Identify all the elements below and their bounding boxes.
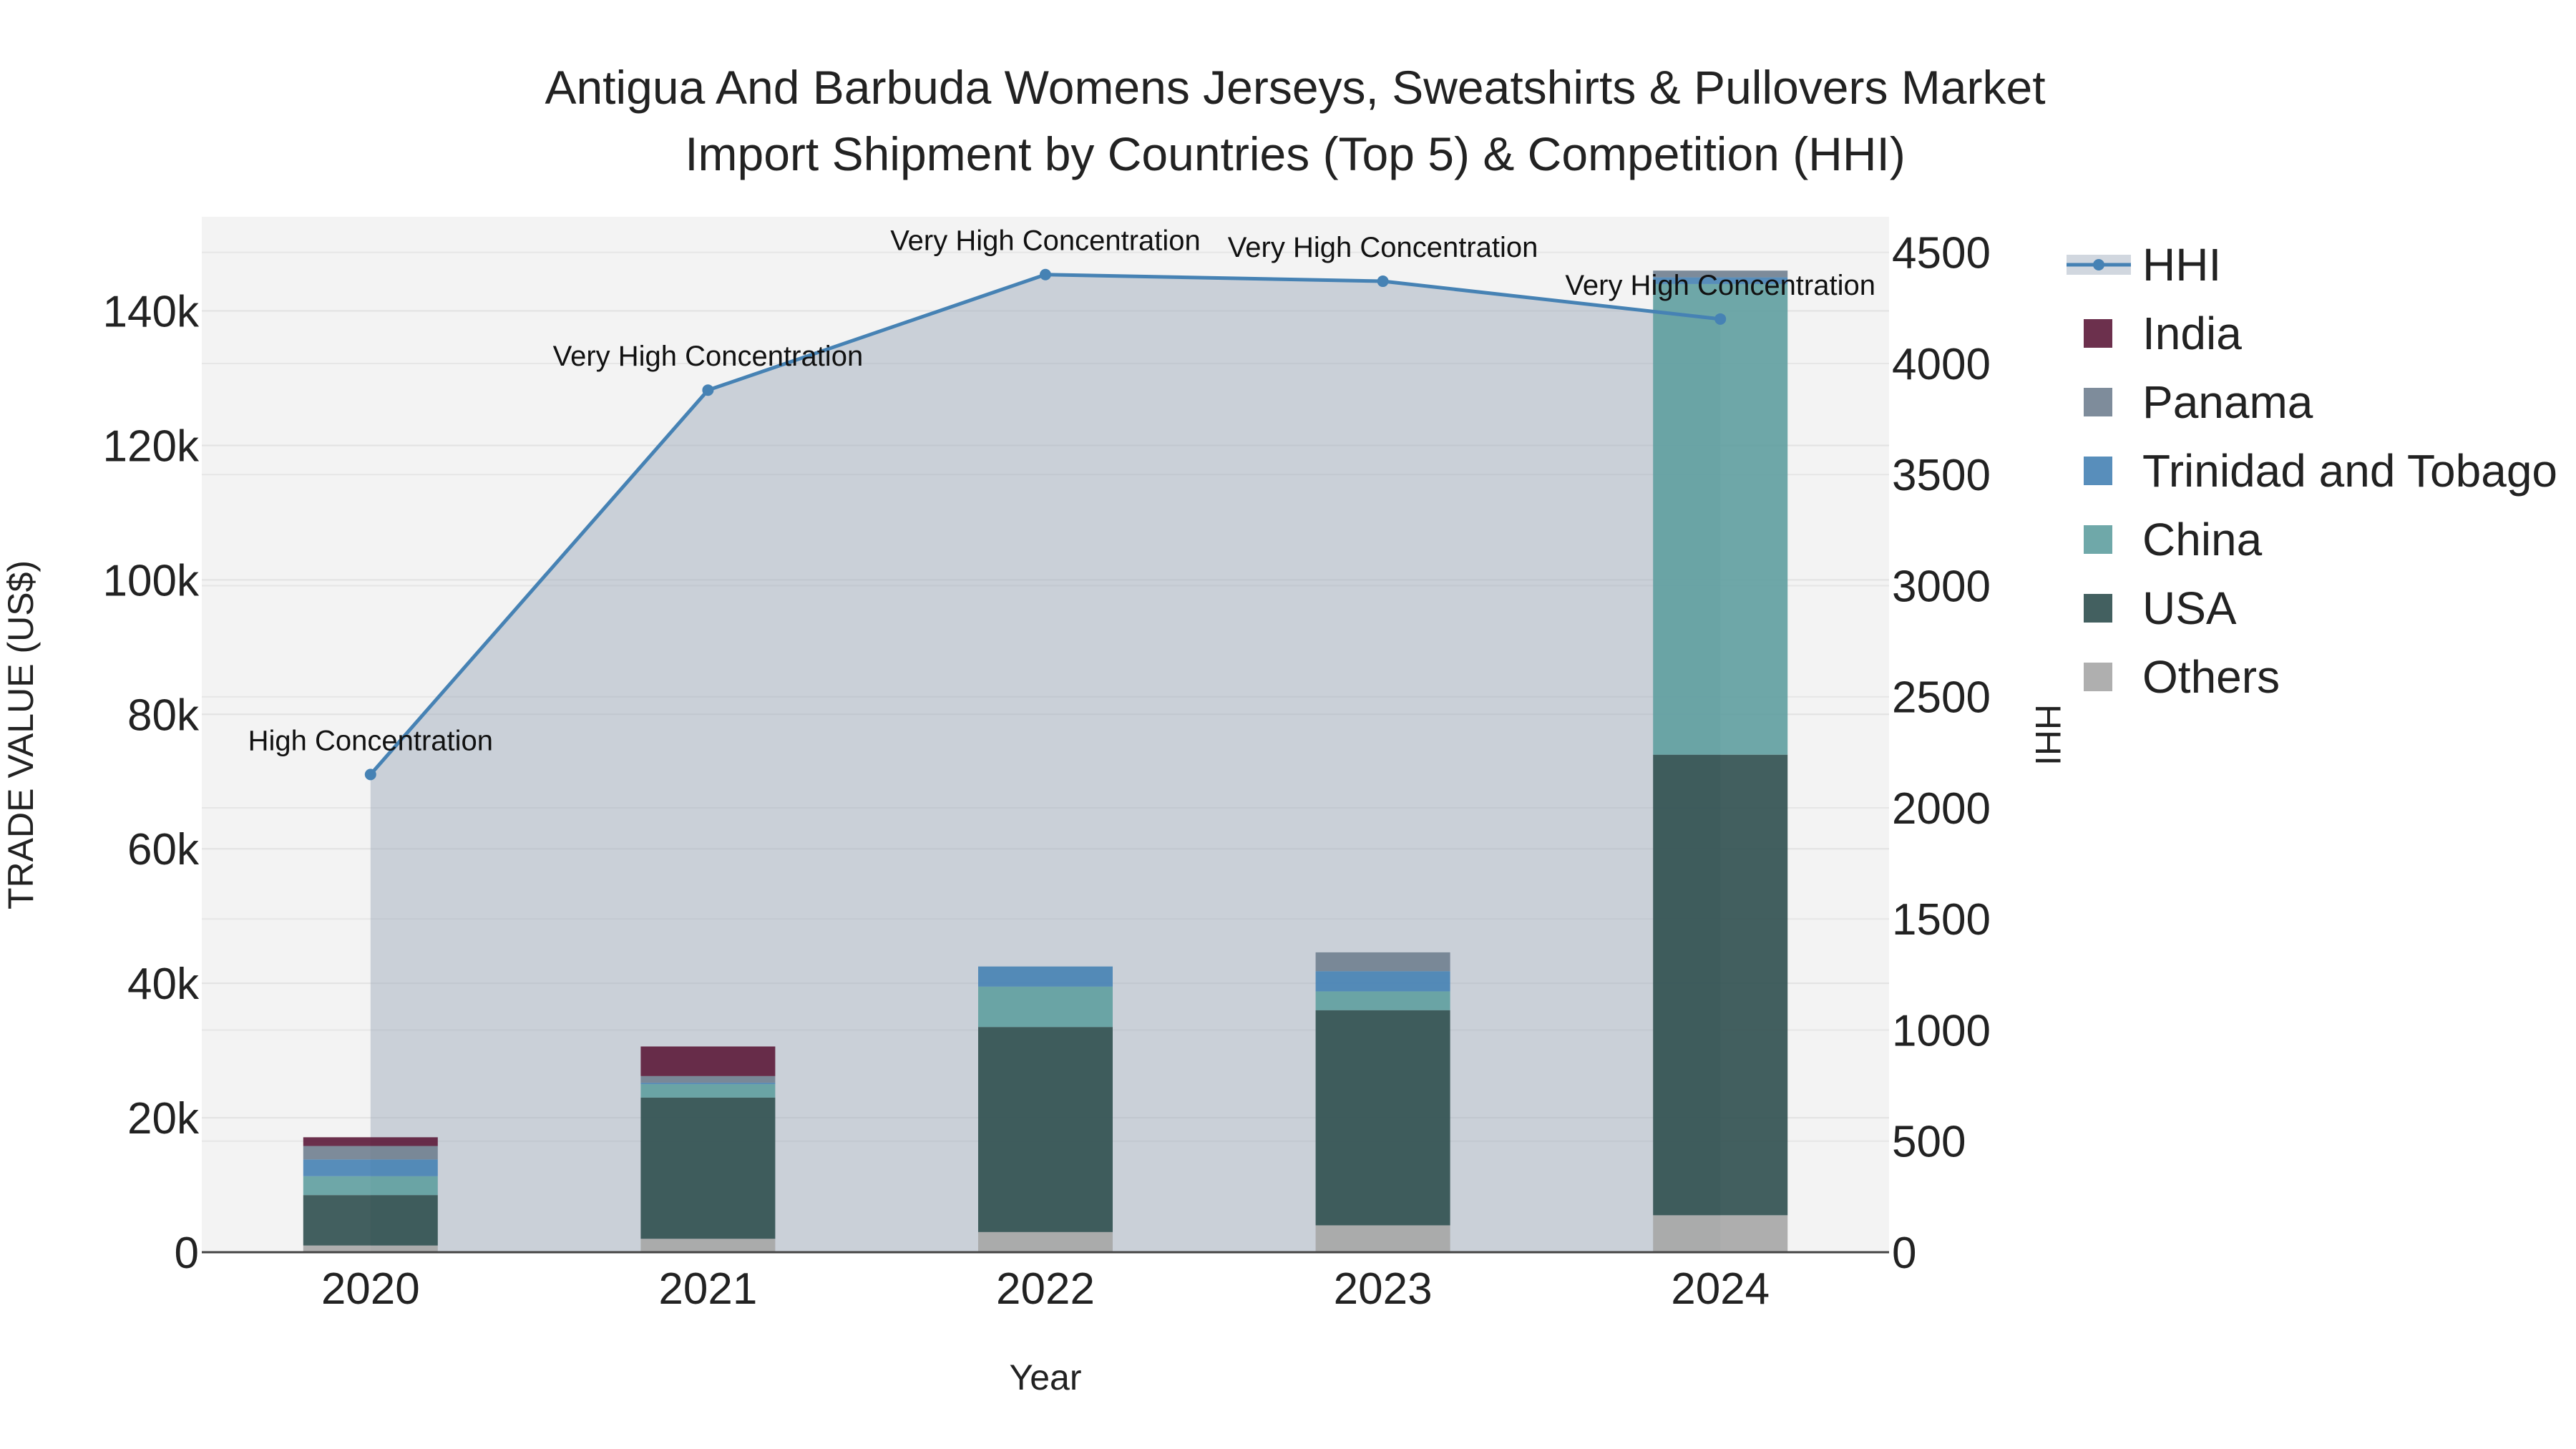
legend-swatch-india [2084, 319, 2112, 348]
legend-label-usa: USA [2142, 582, 2237, 634]
x-tick-label: 2022 [996, 1264, 1095, 1314]
hhi-point-2020 [364, 769, 376, 781]
legend-label-hhi: HHI [2142, 239, 2221, 291]
x-tick-label: 2020 [321, 1264, 420, 1314]
legend-swatch-usa [2084, 594, 2112, 623]
bar-trinidad-and-tobago-2022 [978, 966, 1113, 987]
legend-label-others: Others [2142, 651, 2280, 703]
y2-tick-label: 4500 [1892, 229, 1991, 278]
bar-others-2020 [303, 1245, 438, 1252]
y2-tick-label: 500 [1892, 1118, 1966, 1167]
hhi-label-2020: High Concentration [248, 725, 493, 756]
y2-axis-title: HHI [2028, 704, 2068, 766]
bar-china-2024 [1653, 283, 1788, 755]
y-tick-label: 100k [103, 556, 200, 605]
bar-usa-2022 [978, 1027, 1113, 1232]
hhi-point-2022 [1040, 268, 1051, 280]
hhi-labels: High Concentration Very High Concentratio… [248, 225, 1875, 757]
legend-label-china: China [2142, 514, 2263, 565]
hhi-point-2023 [1377, 275, 1389, 288]
y-tick-label: 20k [127, 1094, 200, 1143]
legend: HHI India Panama Trinidad and Tobago China US… [2067, 239, 2557, 703]
y2-tick-label: 1500 [1892, 895, 1991, 945]
hhi-label-2023: Very High Concentration [1228, 232, 1538, 263]
y2-tick-label: 2000 [1892, 784, 1991, 834]
legend-swatch-hhi-marker [2093, 259, 2104, 270]
y-axis-title: TRADE VALUE (US$) [1, 560, 41, 909]
y-tick-label: 0 [175, 1229, 199, 1278]
legend-swatch-trinidad-and-tobago [2084, 457, 2112, 485]
x-tick-label: 2024 [1671, 1264, 1770, 1314]
bar-trinidad-and-tobago-2024 [1653, 277, 1788, 284]
bars [303, 270, 1788, 1252]
legend-label-panama: Panama [2142, 376, 2313, 428]
bar-panama-2021 [640, 1075, 776, 1083]
hhi-line [364, 268, 1727, 781]
hhi-point-2024 [1714, 313, 1727, 325]
bar-india-2021 [640, 1046, 776, 1076]
bar-trinidad-and-tobago-2023 [1315, 971, 1450, 992]
y2-tick-label: 2500 [1892, 673, 1991, 723]
y2-tick-label: 3000 [1892, 562, 1991, 611]
bar-china-2021 [640, 1084, 776, 1098]
legend-swatch-others [2084, 663, 2112, 691]
y2-tick-label: 0 [1892, 1229, 1916, 1278]
legend-swatch-china [2084, 525, 2112, 554]
hhi-point-2021 [702, 384, 714, 396]
bar-others-2022 [978, 1231, 1113, 1252]
y-tick-label: 140k [103, 288, 200, 337]
bar-panama-2023 [1315, 952, 1450, 972]
y2-tick-label: 1000 [1892, 1006, 1991, 1055]
bar-others-2024 [1653, 1215, 1788, 1252]
bar-others-2021 [640, 1239, 776, 1252]
y-tick-label: 120k [103, 421, 200, 471]
bar-trinidad-and-tobago-2020 [303, 1159, 438, 1176]
chart-title-line-2: Import Shipment by Countries (Top 5) & C… [685, 127, 1906, 180]
y2-tick-label: 4000 [1892, 340, 1991, 389]
gridlines [202, 251, 1889, 1142]
y2-tick-label: 3500 [1892, 451, 1991, 500]
bar-panama-2024 [1653, 270, 1788, 278]
x-tick-label: 2023 [1334, 1264, 1433, 1314]
bar-others-2023 [1315, 1225, 1450, 1252]
bar-usa-2020 [303, 1195, 438, 1246]
hhi-label-2024: Very High Concentration [1565, 270, 1875, 301]
bar-china-2023 [1315, 991, 1450, 1010]
y-tick-label: 60k [127, 825, 200, 874]
y-tick-label: 40k [127, 960, 200, 1009]
legend-swatch-panama [2084, 388, 2112, 416]
hhi-label-2022: Very High Concentration [890, 225, 1201, 257]
y-tick-label: 80k [127, 691, 200, 740]
legend-label-india: India [2142, 308, 2242, 359]
bar-usa-2021 [640, 1097, 776, 1239]
hhi-label-2021: Very High Concentration [553, 341, 864, 372]
y-axis-ticks: 0 20k 40k 60k 80k 100k 120k 140k [103, 288, 200, 1278]
x-tick-label: 2021 [658, 1264, 757, 1314]
y2-axis-ticks: 0 500 1000 1500 2000 2500 3000 3500 4000 4500 [1892, 229, 1991, 1278]
chart-title-line-1: Antigua And Barbuda Womens Jerseys, Swea… [545, 61, 2045, 114]
bar-usa-2024 [1653, 754, 1788, 1216]
bar-india-2020 [303, 1137, 438, 1146]
legend-label-trinidad-and-tobago: Trinidad and Tobago [2142, 445, 2557, 497]
bar-panama-2020 [303, 1146, 438, 1160]
bar-china-2020 [303, 1176, 438, 1196]
x-axis-title: Year [1009, 1357, 1081, 1397]
bar-china-2022 [978, 986, 1113, 1028]
bar-usa-2023 [1315, 1010, 1450, 1226]
x-axis-ticks: 2020 2021 2022 2023 2024 [321, 1264, 1770, 1314]
bar-trinidad-and-tobago-2021 [640, 1083, 776, 1085]
